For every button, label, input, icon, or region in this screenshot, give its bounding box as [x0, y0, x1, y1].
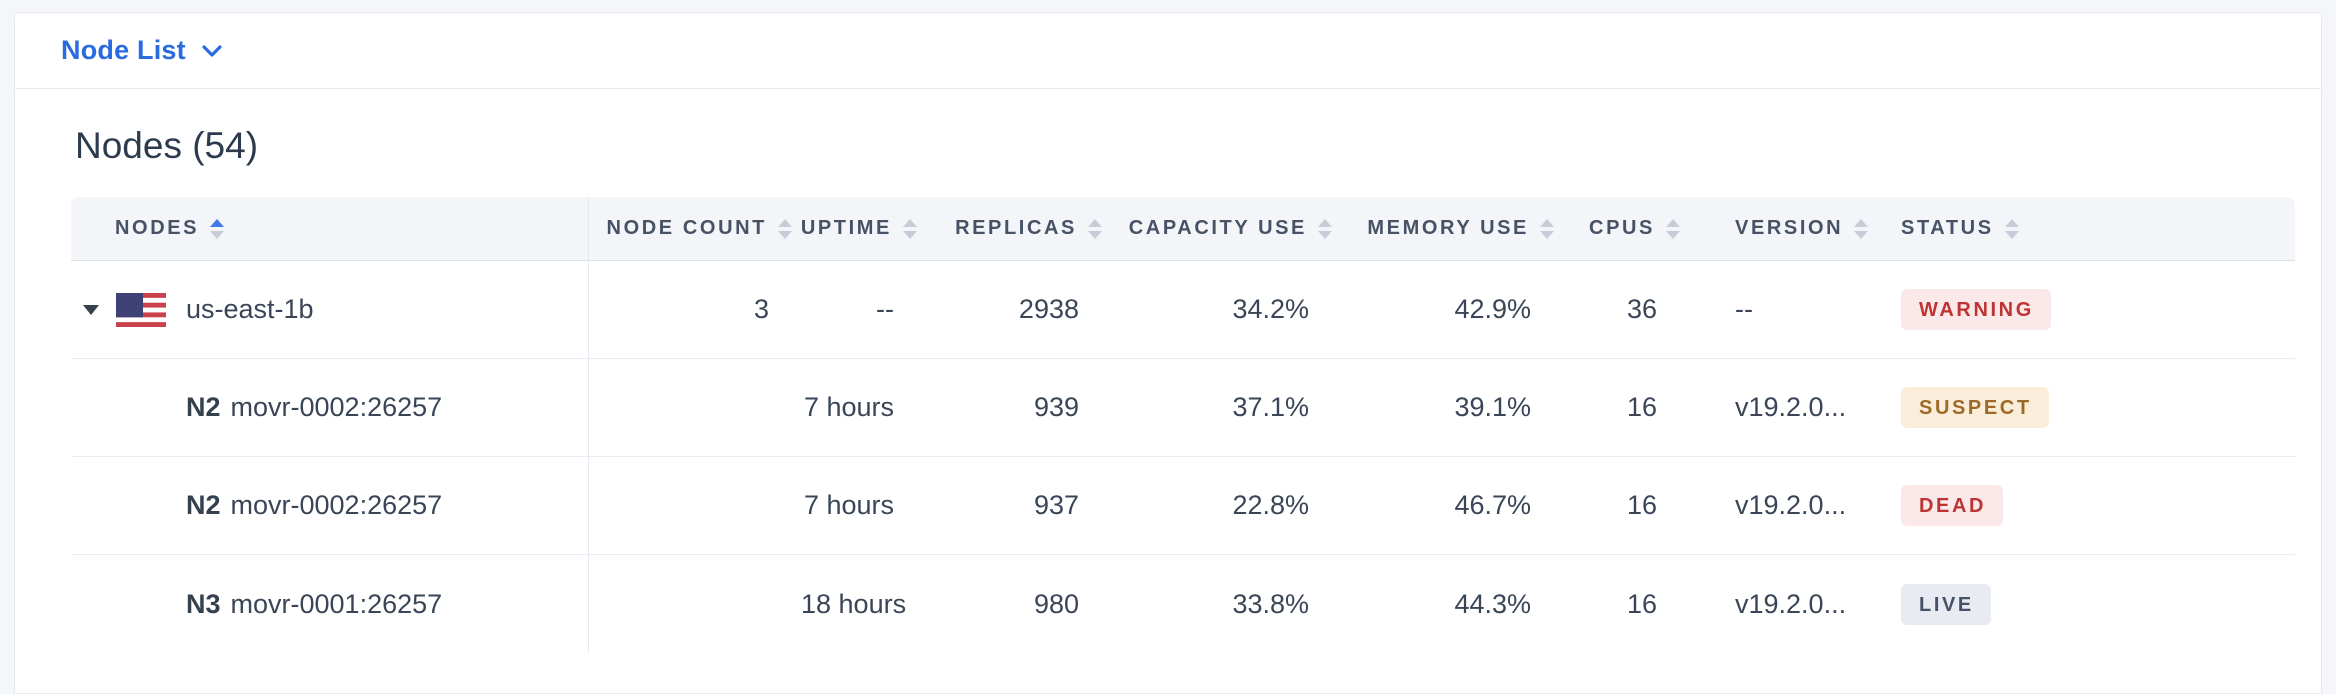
chevron-down-icon — [202, 44, 222, 57]
cell-cpus: 16 — [1563, 457, 1689, 555]
cell-node-count — [589, 457, 801, 555]
cell-node-count — [589, 555, 801, 653]
node-id: N2 — [186, 490, 221, 520]
node-address: movr-0002:26257 — [230, 490, 443, 520]
cell-capacity-use: 37.1% — [1111, 359, 1341, 457]
cell-cpus: 16 — [1563, 359, 1689, 457]
table-row-node[interactable]: N2 movr-0002:26257 7 hours 937 22.8% 46.7… — [71, 457, 2295, 555]
column-header-memory-use[interactable]: MEMORY USE — [1341, 197, 1563, 261]
cell-memory-use: 42.9% — [1341, 261, 1563, 359]
cell-node-count: 3 — [589, 261, 801, 359]
sort-icon — [1666, 218, 1680, 239]
sort-icon — [1540, 218, 1554, 239]
column-label: NODES — [115, 217, 200, 239]
cell-capacity-use: 33.8% — [1232, 588, 1309, 619]
column-label: REPLICAS — [955, 217, 1077, 239]
status-badge: DEAD — [1901, 485, 2004, 526]
column-label: NODE COUNT — [606, 217, 767, 239]
sort-icon — [778, 218, 792, 239]
cell-uptime: 7 hours — [801, 359, 926, 457]
cell-memory-use: 44.3% — [1454, 588, 1531, 619]
sort-icon-active — [210, 218, 225, 239]
column-header-node-count[interactable]: NODE COUNT — [589, 197, 801, 261]
panel-header: Node List — [15, 13, 2321, 89]
table-row-node[interactable]: N3 movr-0001:26257 18 hours 980 33.8% 44.… — [71, 555, 2295, 653]
column-label: VERSION — [1735, 217, 1844, 239]
cell-capacity-use: 34.2% — [1111, 261, 1341, 359]
cell-version: v19.2.0... — [1735, 588, 1847, 619]
node-id: N3 — [186, 588, 221, 619]
column-header-status[interactable]: STATUS — [1881, 197, 2295, 261]
column-header-uptime[interactable]: UPTIME — [801, 197, 926, 261]
cell-replicas: 980 — [1033, 588, 1079, 619]
cell-node-count — [589, 359, 801, 457]
column-header-capacity-use[interactable]: CAPACITY USE — [1111, 197, 1341, 261]
cell-uptime: 7 hours — [801, 457, 926, 555]
nodes-table: NODES NODE COUNT — [71, 197, 2295, 653]
sort-icon — [1318, 218, 1332, 239]
column-label: CPUS — [1589, 217, 1655, 239]
sort-icon — [903, 218, 917, 239]
node-list-panel: Node List Nodes (54) NODES — [14, 12, 2322, 694]
region-name: us-east-1b — [186, 294, 314, 324]
column-label: STATUS — [1901, 217, 1994, 239]
table-header-row: NODES NODE COUNT — [71, 197, 2295, 261]
node-list-dropdown-label: Node List — [61, 35, 186, 65]
status-badge: SUSPECT — [1901, 387, 2049, 428]
status-badge: WARNING — [1901, 289, 2051, 330]
panel-content: Nodes (54) NODES — [15, 125, 2321, 653]
column-label: UPTIME — [800, 217, 892, 239]
sort-icon — [1088, 218, 1102, 239]
collapse-caret-icon[interactable] — [81, 300, 101, 320]
cell-capacity-use: 22.8% — [1111, 457, 1341, 555]
node-address: movr-0002:26257 — [230, 392, 443, 422]
status-badge: LIVE — [1901, 583, 1991, 625]
cell-version: v19.2.0... — [1689, 359, 1881, 457]
cell-memory-use: 39.1% — [1341, 359, 1563, 457]
node-id: N2 — [186, 392, 221, 422]
cell-cpus: 36 — [1563, 261, 1689, 359]
cell-cpus: 16 — [1626, 588, 1657, 619]
page-title: Nodes (54) — [75, 125, 259, 166]
column-header-replicas[interactable]: REPLICAS — [926, 197, 1111, 261]
cell-replicas: 939 — [926, 359, 1111, 457]
cell-version: v19.2.0... — [1689, 457, 1881, 555]
cell-uptime: -- — [801, 261, 926, 359]
column-header-version[interactable]: VERSION — [1689, 197, 1881, 261]
column-header-nodes[interactable]: NODES — [71, 197, 589, 261]
cell-version: -- — [1689, 261, 1881, 359]
column-header-cpus[interactable]: CPUS — [1563, 197, 1689, 261]
sort-icon — [1854, 218, 1869, 239]
cell-replicas: 2938 — [926, 261, 1111, 359]
table-row-node[interactable]: N2 movr-0002:26257 7 hours 939 37.1% 39.1… — [71, 359, 2295, 457]
us-flag-icon — [116, 292, 166, 327]
node-list-dropdown[interactable]: Node List — [61, 35, 223, 66]
cell-uptime: 18 hours — [801, 588, 907, 619]
cell-memory-use: 46.7% — [1341, 457, 1563, 555]
cell-replicas: 937 — [926, 457, 1111, 555]
table-row-region[interactable]: us-east-1b 3 -- 2938 34.2% 42.9% 36 -- W… — [71, 261, 2295, 359]
node-address: movr-0001:26257 — [230, 588, 443, 619]
column-label: CAPACITY USE — [1128, 217, 1307, 239]
sort-icon — [2004, 218, 2019, 239]
column-label: MEMORY USE — [1367, 217, 1529, 239]
